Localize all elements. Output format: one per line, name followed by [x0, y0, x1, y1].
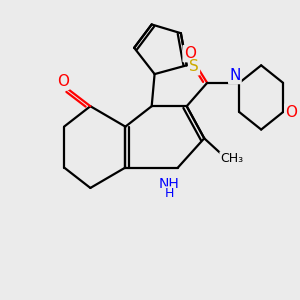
Text: S: S [189, 59, 199, 74]
Text: O: O [184, 46, 196, 61]
Text: N: N [229, 68, 241, 83]
Text: CH₃: CH₃ [220, 152, 244, 165]
Text: NH: NH [159, 177, 180, 190]
Text: O: O [285, 104, 297, 119]
Text: O: O [57, 74, 69, 89]
Text: H: H [164, 187, 174, 200]
